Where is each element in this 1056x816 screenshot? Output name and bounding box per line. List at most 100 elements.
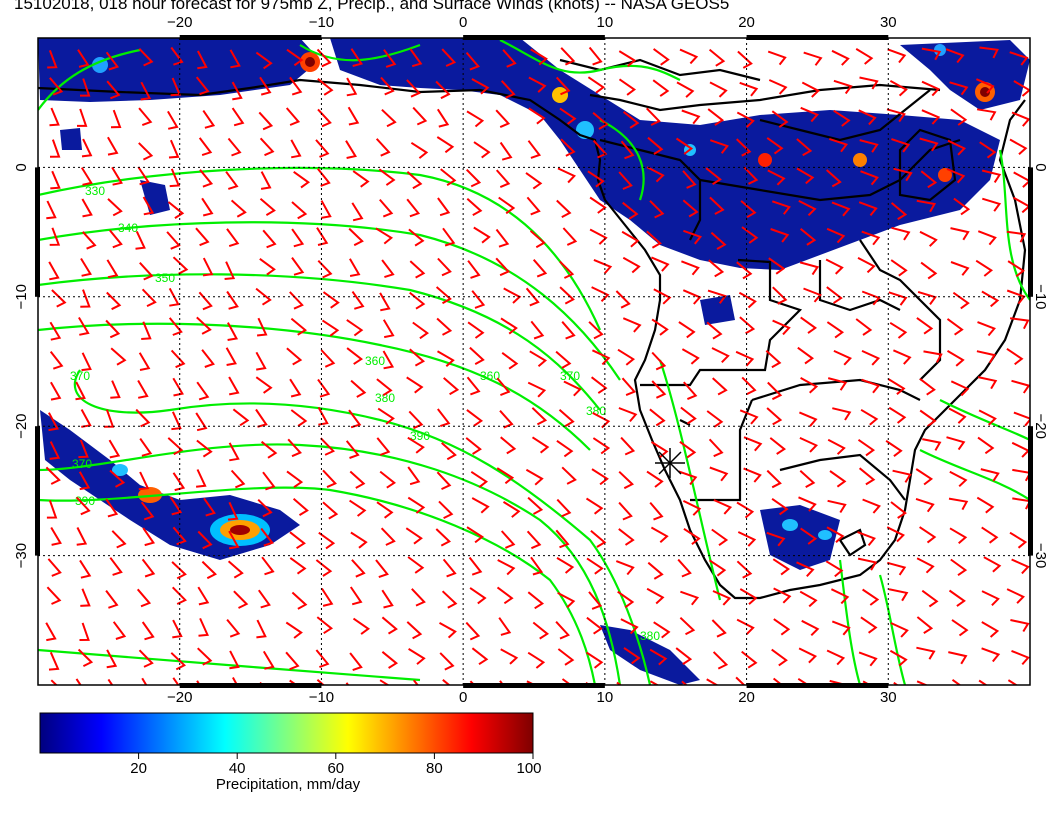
wind-barb <box>382 319 395 339</box>
wind-barb <box>103 409 115 428</box>
wind-barb <box>471 647 489 666</box>
lon-tick-bottom: 30 <box>880 689 897 706</box>
wind-barb <box>916 317 934 335</box>
wind-barb <box>105 51 120 71</box>
wind-barb <box>647 561 664 580</box>
precipitation-layer <box>38 38 1030 685</box>
wind-barb <box>107 678 114 685</box>
wind-barb <box>621 230 640 248</box>
wind-barb <box>893 349 912 365</box>
wind-barb <box>381 651 399 669</box>
wind-barb <box>196 439 213 458</box>
wind-barb <box>592 412 611 429</box>
wind-barb <box>977 230 997 246</box>
wind-barb <box>525 172 543 190</box>
wind-barb <box>528 76 547 93</box>
wind-barb <box>767 169 786 186</box>
wind-barb <box>771 648 788 667</box>
wind-barb <box>767 381 783 401</box>
wind-barb <box>138 471 150 491</box>
wind-barb <box>171 586 187 605</box>
wind-barb <box>681 260 700 276</box>
wind-barb <box>167 110 179 130</box>
wind-barb <box>708 559 727 577</box>
wind-barb <box>199 169 214 188</box>
wind-barb <box>197 50 208 70</box>
wind-barb <box>141 558 156 578</box>
wind-barb <box>832 407 852 421</box>
wind-barb <box>766 469 782 489</box>
wind-barb <box>831 201 851 217</box>
wind-barb <box>315 559 333 577</box>
wind-barb <box>620 436 636 456</box>
wind-barb <box>78 316 90 336</box>
wind-barb <box>711 619 727 638</box>
wind-barb <box>409 48 423 68</box>
wind-barb <box>290 139 302 159</box>
wind-barb <box>1006 230 1027 243</box>
wind-barb <box>345 140 357 159</box>
wind-barb <box>588 321 604 340</box>
wind-barb <box>772 286 788 305</box>
wind-barb <box>800 316 818 334</box>
wind-barb <box>833 109 851 127</box>
wind-barb <box>106 649 118 669</box>
wind-barb <box>262 229 277 249</box>
wind-barb <box>591 349 611 366</box>
wind-barb <box>890 622 909 638</box>
wind-barb <box>705 167 722 186</box>
wind-barb <box>948 589 966 607</box>
wind-barb <box>799 261 820 276</box>
wind-barb <box>291 591 308 610</box>
wind-barb <box>830 588 850 605</box>
wind-barb <box>527 591 545 610</box>
wind-barb <box>525 287 540 307</box>
wind-barb <box>976 350 996 364</box>
wind-barb <box>141 621 155 641</box>
wind-barb <box>559 260 575 279</box>
wind-barb <box>917 290 937 305</box>
wind-barb <box>412 321 430 340</box>
wind-barb <box>857 257 876 274</box>
frame-bar-left <box>35 426 40 556</box>
wind-barb <box>45 622 57 642</box>
wind-barb <box>76 527 88 546</box>
wind-barb <box>198 137 213 157</box>
wind-barb <box>825 560 844 578</box>
wind-barb <box>500 436 517 455</box>
wind-barb <box>105 319 121 339</box>
wind-barb <box>859 139 879 153</box>
wind-barb <box>473 141 491 159</box>
wind-barb <box>526 196 541 216</box>
wind-barb <box>435 80 451 100</box>
lon-tick-top: 10 <box>597 14 614 31</box>
wind-barb <box>466 376 481 396</box>
wind-barb <box>105 498 119 518</box>
wind-barb <box>441 48 457 67</box>
wind-barb <box>767 50 787 66</box>
wind-barb <box>916 557 935 574</box>
wind-barb <box>826 227 846 244</box>
wind-barb <box>75 381 86 401</box>
wind-barb <box>736 138 752 157</box>
wind-barb <box>532 621 550 640</box>
wind-barb <box>138 649 154 668</box>
wind-barb <box>349 586 363 606</box>
wind-barb <box>317 78 334 96</box>
wind-barb <box>646 166 665 183</box>
wind-barb <box>919 378 936 396</box>
lat-tick-right: 0 <box>1032 163 1049 171</box>
wind-barb <box>167 437 184 456</box>
wind-barb <box>555 529 570 549</box>
wind-barb <box>49 139 61 158</box>
wind-barb <box>622 111 640 129</box>
wind-barb <box>286 347 303 366</box>
wind-barb <box>890 259 908 277</box>
wind-barb <box>889 649 908 667</box>
wind-barb <box>438 500 454 519</box>
wind-barb <box>799 469 816 488</box>
wind-barb <box>652 79 670 97</box>
wind-barb <box>977 376 998 390</box>
wind-barb <box>921 47 942 61</box>
wind-barb <box>773 618 791 636</box>
